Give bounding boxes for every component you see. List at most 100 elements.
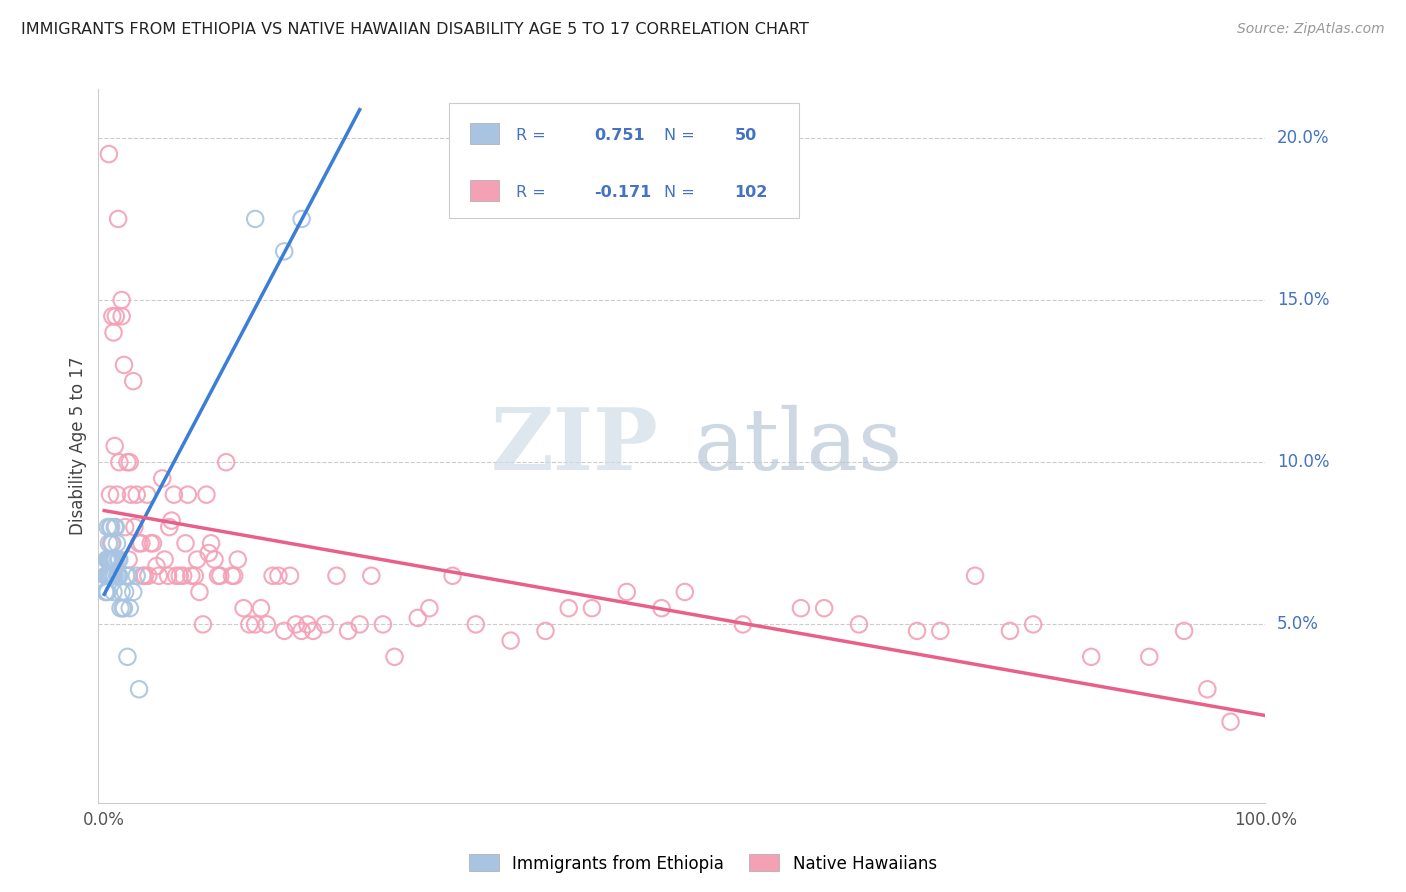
Point	[122, 585, 145, 599]
Point	[104, 568, 127, 582]
Text: IMMIGRANTS FROM ETHIOPIA VS NATIVE HAWAIIAN DISABILITY AGE 5 TO 17 CORRELATION C: IMMIGRANTS FROM ETHIOPIA VS NATIVE HAWAI…	[21, 22, 808, 37]
Point	[134, 568, 156, 582]
Point	[100, 520, 122, 534]
Point	[128, 536, 150, 550]
Point	[209, 568, 232, 582]
Point	[848, 617, 870, 632]
Point	[813, 601, 835, 615]
Point	[499, 633, 522, 648]
Text: N =: N =	[665, 185, 700, 200]
Point	[188, 585, 211, 599]
Point	[673, 585, 696, 599]
Point	[180, 568, 202, 582]
Point	[118, 455, 141, 469]
Point	[124, 520, 146, 534]
Point	[114, 585, 136, 599]
Point	[97, 520, 120, 534]
Point	[441, 568, 464, 582]
Text: -0.171: -0.171	[595, 185, 651, 200]
Point	[790, 601, 813, 615]
Point	[232, 601, 254, 615]
Point	[163, 488, 186, 502]
Legend: Immigrants from Ethiopia, Native Hawaiians: Immigrants from Ethiopia, Native Hawaiia…	[463, 847, 943, 880]
Point	[160, 514, 183, 528]
Point	[101, 568, 124, 582]
Point	[104, 552, 127, 566]
Point	[297, 617, 319, 632]
Point	[105, 488, 128, 502]
Point	[150, 471, 173, 485]
Point	[97, 552, 120, 566]
Point	[337, 624, 360, 638]
Point	[105, 536, 128, 550]
Point	[117, 649, 139, 664]
Point	[157, 568, 180, 582]
Point	[314, 617, 336, 632]
Point	[142, 536, 165, 550]
Point	[325, 568, 347, 582]
Text: Source: ZipAtlas.com: Source: ZipAtlas.com	[1237, 22, 1385, 37]
Point	[174, 536, 197, 550]
Point	[125, 568, 148, 582]
Point	[464, 617, 486, 632]
Point	[1173, 624, 1195, 638]
Point	[651, 601, 673, 615]
Point	[100, 536, 122, 550]
Point	[169, 568, 191, 582]
Point	[104, 520, 127, 534]
Point	[186, 552, 208, 566]
Point	[371, 617, 394, 632]
Point	[1219, 714, 1241, 729]
Point	[110, 601, 132, 615]
Point	[1197, 682, 1219, 697]
Text: 20.0%: 20.0%	[1277, 128, 1330, 147]
Point	[177, 488, 200, 502]
Point	[120, 488, 142, 502]
Point	[256, 617, 278, 632]
Point	[94, 585, 117, 599]
Point	[111, 293, 134, 307]
Point	[107, 211, 129, 226]
Point	[104, 439, 127, 453]
Point	[108, 568, 131, 582]
Point	[108, 552, 131, 566]
Point	[581, 601, 603, 615]
Point	[157, 520, 180, 534]
Point	[100, 552, 122, 566]
Point	[278, 568, 301, 582]
Point	[97, 552, 120, 566]
Point	[96, 585, 118, 599]
Text: 0.751: 0.751	[595, 128, 645, 143]
Point	[104, 552, 127, 566]
Point	[406, 611, 429, 625]
Text: ZIP: ZIP	[491, 404, 658, 488]
Point	[101, 536, 124, 550]
Point	[138, 568, 160, 582]
Point	[238, 617, 260, 632]
Point	[97, 568, 120, 582]
Point	[94, 568, 117, 582]
Point	[191, 617, 214, 632]
Point	[104, 520, 127, 534]
Point	[998, 624, 1021, 638]
Point	[136, 488, 159, 502]
Point	[103, 326, 125, 340]
Point	[200, 536, 222, 550]
Point	[1080, 649, 1102, 664]
Point	[384, 649, 406, 664]
Point	[104, 310, 127, 324]
Text: 15.0%: 15.0%	[1277, 291, 1330, 309]
Text: atlas: atlas	[693, 404, 903, 488]
Point	[128, 682, 150, 697]
Point	[731, 617, 754, 632]
Point	[349, 617, 371, 632]
Point	[98, 568, 121, 582]
Text: 5.0%: 5.0%	[1277, 615, 1319, 633]
Point	[105, 568, 128, 582]
Point	[117, 568, 139, 582]
Point	[108, 455, 131, 469]
Point	[243, 211, 266, 226]
Point	[207, 568, 229, 582]
Point	[111, 585, 134, 599]
Point	[418, 601, 440, 615]
